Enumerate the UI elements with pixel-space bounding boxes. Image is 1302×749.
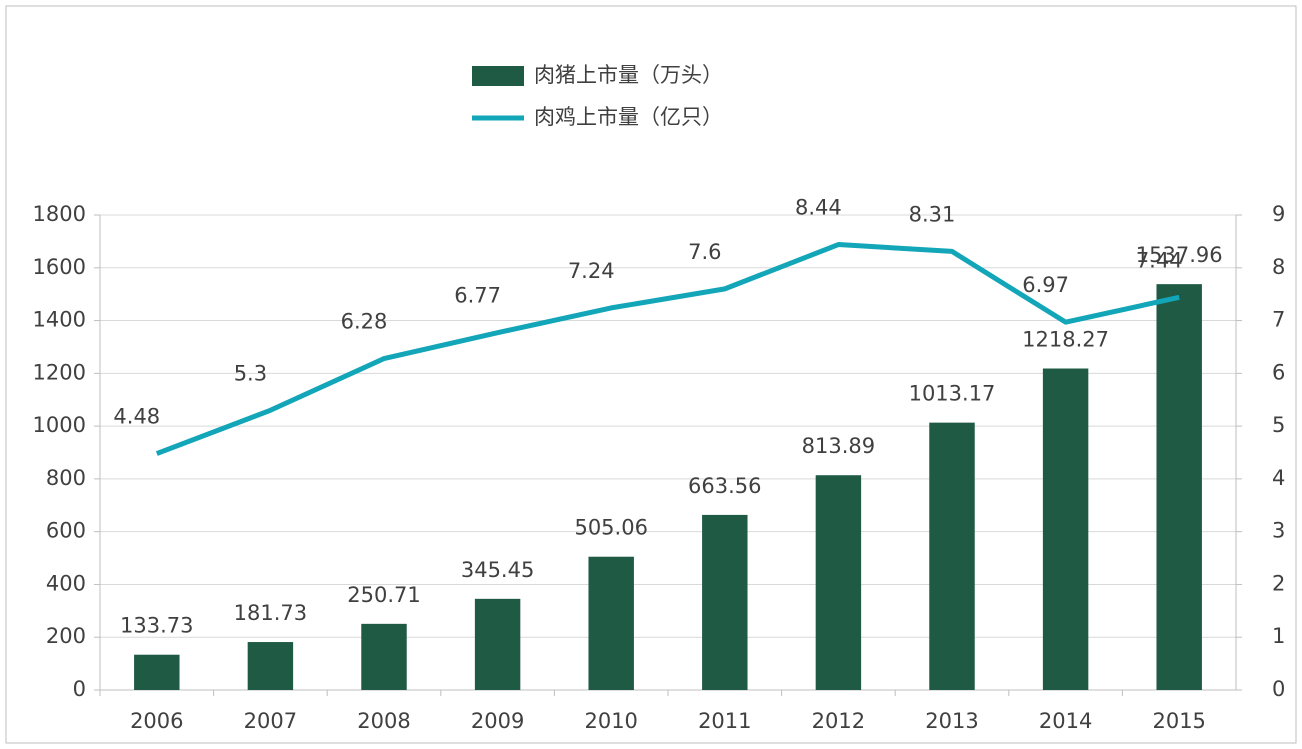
y2-tick-label: 4 xyxy=(1272,466,1285,490)
y-tick-label: 1400 xyxy=(33,308,86,332)
line xyxy=(155,242,1180,456)
y2-tick-label: 0 xyxy=(1272,677,1285,701)
bar xyxy=(247,642,294,690)
line-value-label: 6.28 xyxy=(341,310,388,334)
x-tick-label: 2009 xyxy=(471,709,524,733)
y-tick-label: 800 xyxy=(46,466,86,490)
y2-tick-label: 8 xyxy=(1272,255,1285,279)
x-tick-label: 2014 xyxy=(1039,709,1092,733)
bar-value-label: 133.73 xyxy=(120,614,193,638)
y-tick-label: 1200 xyxy=(33,360,86,384)
bar xyxy=(702,514,748,690)
bar xyxy=(815,475,862,690)
x-tick-label: 2007 xyxy=(244,709,297,733)
bar-value-label: 345.45 xyxy=(461,558,534,582)
y2-tick-label: 9 xyxy=(1272,202,1285,226)
y-tick-label: 1600 xyxy=(33,255,86,279)
legend-swatch xyxy=(472,66,524,86)
bar-value-label: 663.56 xyxy=(688,474,761,498)
bar-value-label: 1218.27 xyxy=(1022,328,1109,352)
y-tick-label: 400 xyxy=(46,571,86,595)
y-tick-label: 0 xyxy=(73,677,86,701)
x-tick-label: 2006 xyxy=(130,709,183,733)
line-value-label: 8.31 xyxy=(909,202,956,226)
x-tick-label: 2010 xyxy=(584,709,637,733)
y-tick-label: 1800 xyxy=(33,202,86,226)
x-tick-label: 2011 xyxy=(698,709,751,733)
bar xyxy=(134,654,180,690)
line-value-label: 7.44 xyxy=(1136,248,1183,272)
line-value-label: 7.6 xyxy=(688,240,721,264)
x-tick-label: 2015 xyxy=(1152,709,1205,733)
line-value-label: 6.97 xyxy=(1022,273,1069,297)
y2-tick-label: 1 xyxy=(1272,624,1285,648)
bar xyxy=(361,623,407,690)
bar xyxy=(1156,284,1202,690)
y2-tick-label: 5 xyxy=(1272,413,1285,437)
legend-label: 肉猪上市量（万头） xyxy=(534,63,723,87)
bar-value-label: 1537.96 xyxy=(1136,243,1223,267)
y-tick-label: 200 xyxy=(46,624,86,648)
bar-value-label: 813.89 xyxy=(802,434,875,458)
bar-value-label: 181.73 xyxy=(234,601,307,625)
bar xyxy=(1042,368,1089,690)
bar xyxy=(929,422,975,690)
x-tick-label: 2012 xyxy=(812,709,865,733)
x-tick-label: 2008 xyxy=(357,709,410,733)
y2-tick-label: 2 xyxy=(1272,571,1285,595)
y2-tick-label: 6 xyxy=(1272,360,1285,384)
y2-tick-label: 3 xyxy=(1272,519,1285,543)
line-value-label: 4.48 xyxy=(113,405,160,429)
y-tick-label: 1000 xyxy=(33,413,86,437)
bar-value-label: 505.06 xyxy=(574,516,647,540)
bar-value-label: 1013.17 xyxy=(909,382,996,406)
line-value-label: 8.44 xyxy=(795,196,842,220)
legend-label: 肉鸡上市量（亿只） xyxy=(534,105,723,129)
bar xyxy=(474,598,521,690)
bar xyxy=(588,556,634,690)
line-value-label: 7.24 xyxy=(568,259,615,283)
x-tick-label: 2013 xyxy=(925,709,978,733)
bar-value-label: 250.71 xyxy=(347,583,420,607)
y2-tick-label: 7 xyxy=(1272,308,1285,332)
line-value-label: 6.77 xyxy=(454,284,501,308)
line-value-label: 5.3 xyxy=(234,361,267,385)
y-tick-label: 600 xyxy=(46,519,86,543)
